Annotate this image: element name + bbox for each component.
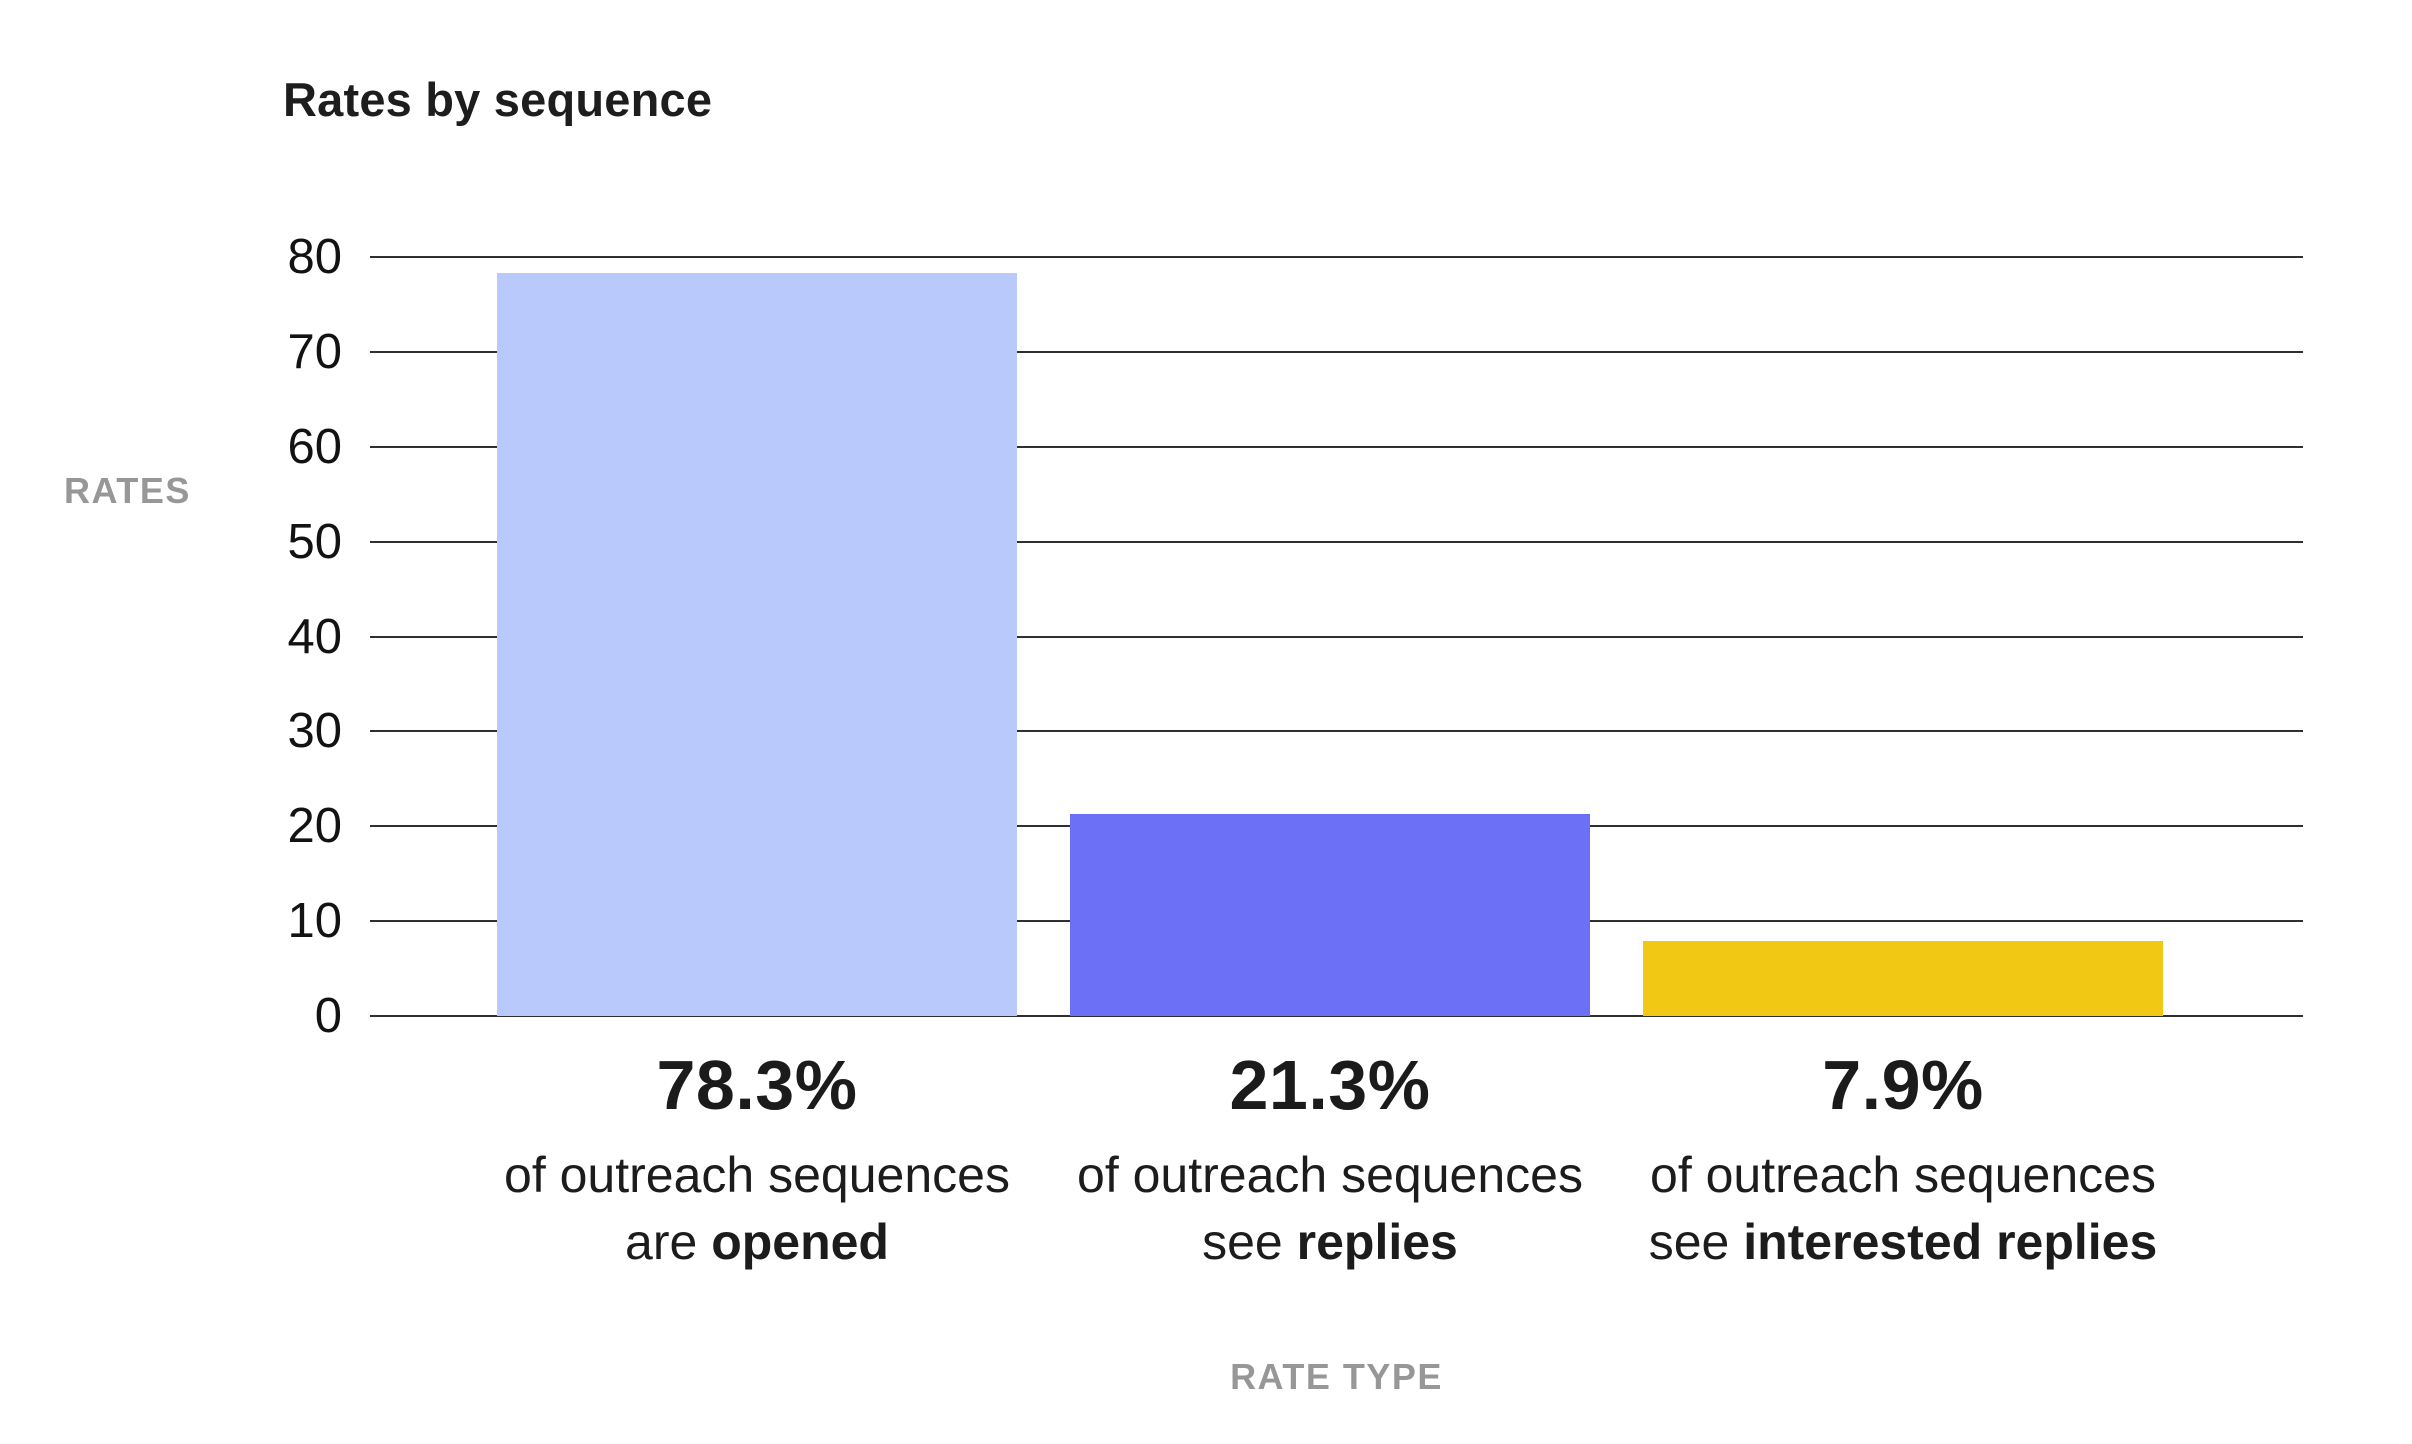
description-line2-keyword: replies <box>1296 1214 1458 1270</box>
description-line2-prefix: see <box>1202 1214 1297 1270</box>
gridline <box>370 351 2303 353</box>
bar-annotation-interested-replies: 7.9% of outreach sequences see intereste… <box>1583 1050 2223 1276</box>
y-tick-label: 10 <box>287 894 342 948</box>
value-label: 7.9% <box>1822 1046 1984 1124</box>
plot-area: 80 70 60 50 40 30 20 10 0 <box>287 230 2303 1043</box>
gridline <box>370 1015 2303 1017</box>
gridline <box>370 541 2303 543</box>
description-line1: of outreach sequences <box>1650 1147 2156 1203</box>
gridline <box>370 446 2303 448</box>
description-line2-prefix: are <box>625 1214 712 1270</box>
bar-reply-rate <box>1070 813 1590 1016</box>
gridline <box>370 636 2303 638</box>
description-line1: of outreach sequences <box>504 1147 1010 1203</box>
gridline <box>370 730 2303 732</box>
y-tick-label: 70 <box>287 325 342 379</box>
description-line2-keyword: interested replies <box>1743 1214 2158 1270</box>
gridline <box>370 256 2303 258</box>
bar-annotation-replies: 21.3% of outreach sequences see replies <box>1010 1050 1650 1276</box>
value-label: 21.3% <box>1229 1046 1431 1124</box>
y-axis-title: RATES <box>64 470 191 511</box>
y-tick-label: 0 <box>314 989 342 1043</box>
y-tick-label: 30 <box>287 704 342 758</box>
y-tick-label: 60 <box>287 420 342 474</box>
value-description: of outreach sequences see replies <box>1010 1142 1650 1276</box>
bar-opened-rate <box>497 273 1017 1016</box>
bar-annotation-opened: 78.3% of outreach sequences are opened <box>437 1050 1077 1276</box>
description-line2-keyword: opened <box>711 1214 889 1270</box>
y-tick-label: 50 <box>287 515 342 569</box>
value-description: of outreach sequences see interested rep… <box>1583 1142 2223 1276</box>
value-label: 78.3% <box>656 1046 858 1124</box>
description-line2-prefix: see <box>1648 1214 1744 1270</box>
bar-interested-reply-rate <box>1643 941 2163 1016</box>
x-axis-title: RATE TYPE <box>1230 1356 1443 1397</box>
chart-title: Rates by sequence <box>283 73 713 126</box>
y-tick-label: 80 <box>287 230 342 284</box>
description-line1: of outreach sequences <box>1077 1147 1583 1203</box>
value-description: of outreach sequences are opened <box>437 1142 1077 1276</box>
y-tick-label: 40 <box>287 610 342 664</box>
y-tick-label: 20 <box>287 799 342 853</box>
